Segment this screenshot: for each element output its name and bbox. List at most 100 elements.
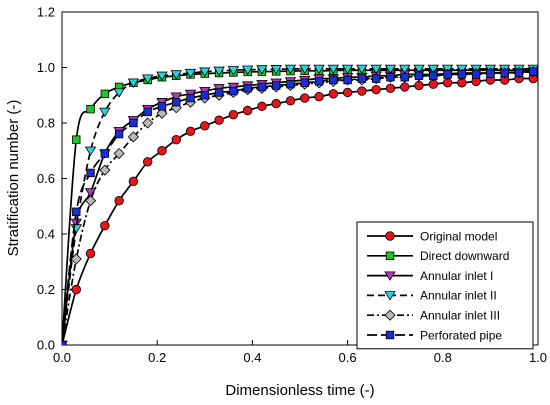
data-point [327, 64, 340, 75]
data-point [100, 149, 110, 158]
data-point [70, 253, 82, 265]
data-point [214, 115, 224, 125]
legend-item: Original model [367, 229, 497, 243]
y-axis: 0.0 0.2 0.4 0.6 0.8 1.0 1.2 [37, 5, 67, 353]
data-point [256, 65, 268, 75]
data-point [142, 117, 154, 129]
x-tick-label: 0.2 [148, 350, 166, 365]
data-point [229, 86, 238, 96]
data-point [86, 168, 95, 178]
data-point [427, 64, 439, 75]
data-point [514, 68, 524, 78]
data-point [357, 86, 367, 96]
data-point [342, 87, 353, 98]
legend-box [356, 221, 534, 350]
series-layer [62, 64, 538, 345]
data-point [62, 340, 67, 345]
data-point [429, 71, 438, 81]
data-point [300, 93, 310, 103]
data-point [414, 71, 424, 81]
data-point [243, 84, 252, 93]
legend-item: Annular inlet II [367, 289, 497, 303]
data-point [127, 131, 139, 143]
data-point [343, 75, 352, 85]
data-point [129, 118, 138, 128]
data-point [371, 74, 381, 83]
data-point [284, 64, 297, 75]
data-point [184, 68, 197, 79]
data-point [300, 78, 309, 87]
data-point [314, 77, 324, 86]
data-point [72, 207, 81, 216]
data-point [113, 147, 125, 160]
legend-marker [385, 251, 395, 260]
data-point [443, 70, 452, 79]
data-point [414, 80, 424, 91]
data-point [100, 89, 110, 99]
data-point [185, 126, 196, 137]
data-point [156, 71, 168, 82]
data-point [213, 66, 225, 77]
data-point [200, 91, 209, 100]
data-point [486, 69, 495, 78]
y-tick-label: 0.8 [37, 116, 55, 131]
data-point [285, 96, 296, 106]
legend-label: Original model [420, 229, 497, 243]
data-point [85, 248, 96, 259]
data-point [84, 146, 97, 157]
data-point [172, 97, 181, 107]
data-point [399, 64, 411, 75]
data-point [99, 107, 111, 118]
x-tick-label: 0.0 [53, 350, 71, 365]
data-point [143, 107, 152, 117]
data-point [72, 135, 81, 144]
legend-marker [384, 291, 396, 301]
legend-marker [384, 309, 396, 321]
data-point [271, 98, 281, 109]
legend-label: Annular inlet III [420, 309, 500, 323]
legend: Original model Direct downward Annular inl… [356, 221, 534, 350]
data-point [142, 157, 153, 167]
data-point [371, 84, 381, 95]
data-point [199, 67, 211, 77]
data-point [241, 65, 254, 75]
data-point [413, 64, 425, 75]
y-axis-label: Stratification number (-) [5, 100, 22, 257]
legend-marker [384, 271, 396, 281]
data-point [400, 73, 409, 82]
data-point [86, 104, 95, 114]
data-point [227, 66, 240, 76]
data-point [170, 92, 182, 102]
data-point [257, 82, 267, 92]
y-tick-label: 0.6 [37, 171, 55, 186]
legend-item: Annular inlet I [367, 269, 493, 283]
y-tick-label: 0.0 [37, 338, 55, 353]
x-axis: 0.0 0.2 0.4 0.6 0.8 1.0 [53, 340, 547, 365]
y-tick-label: 0.2 [37, 282, 55, 297]
legend-marker [385, 330, 395, 340]
y-tick-label: 0.4 [37, 227, 55, 242]
data-point [257, 101, 267, 112]
data-point [114, 195, 124, 206]
data-point [341, 64, 354, 75]
data-point [156, 107, 168, 119]
x-axis-label: Dimensionless time (-) [225, 382, 374, 399]
data-point [357, 74, 367, 83]
data-point [99, 164, 111, 176]
data-point [157, 102, 167, 111]
data-point [228, 109, 239, 120]
series-line [62, 70, 534, 345]
x-tick-label: 0.8 [434, 350, 452, 365]
data-point [270, 65, 282, 75]
x-tick-label: 0.6 [339, 350, 357, 365]
data-point [384, 64, 397, 75]
data-point [127, 78, 140, 89]
y-tick-label: 1.0 [37, 60, 55, 75]
data-point [500, 68, 509, 78]
series-perforated-pipe [62, 67, 538, 345]
data-point [385, 83, 396, 94]
legend-label: Annular inlet I [420, 269, 493, 283]
data-point [170, 70, 182, 80]
legend-label: Direct downward [420, 249, 509, 263]
